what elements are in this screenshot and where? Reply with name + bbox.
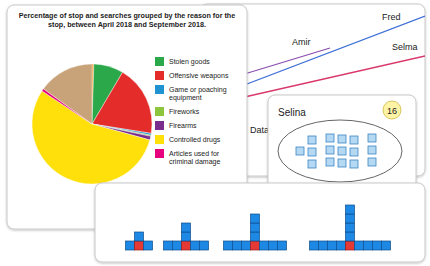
pattern-square <box>373 241 382 250</box>
line-label: Selma <box>392 42 418 52</box>
pattern-square <box>182 241 191 250</box>
set-member <box>338 159 346 167</box>
pie <box>32 64 152 184</box>
pattern-square <box>251 232 260 241</box>
pattern-square <box>310 241 319 250</box>
legend-label: Controlled drugs <box>169 136 221 144</box>
legend-label: Game or poachingequipment <box>169 86 227 102</box>
pattern-square <box>251 223 260 232</box>
pattern-square <box>242 241 251 250</box>
pattern-square <box>173 241 182 250</box>
set-ellipse <box>278 120 402 182</box>
pattern-square <box>337 241 346 250</box>
pattern-square <box>278 241 287 250</box>
card-background <box>95 183 425 262</box>
set-member <box>338 135 346 143</box>
pattern-square <box>346 223 355 232</box>
set-member <box>326 158 334 166</box>
pattern-square <box>346 241 355 250</box>
pattern-square <box>191 241 200 250</box>
legend-label: Firearms <box>169 122 197 129</box>
set-member <box>350 160 358 168</box>
chart-title: Percentage of stop and searches grouped … <box>19 11 235 29</box>
pattern-square <box>346 232 355 241</box>
set-member <box>368 146 376 154</box>
pattern-square <box>364 241 373 250</box>
pattern-square <box>260 241 269 250</box>
line-label: Amir <box>292 37 311 47</box>
count-badge <box>383 101 401 119</box>
legend: Stolen goods Offensive weapons Game or poa… <box>155 57 229 166</box>
line-label: Fred <box>382 12 401 22</box>
set-member <box>308 160 316 168</box>
count-label: 16 <box>387 106 397 116</box>
legend-swatch <box>155 135 164 144</box>
pattern-square <box>126 241 135 250</box>
legend-label: Stolen goods <box>169 58 210 66</box>
set-member <box>368 134 376 142</box>
pattern-square <box>346 205 355 214</box>
set-member <box>296 147 304 155</box>
pattern-square <box>164 241 173 250</box>
pattern <box>164 223 209 250</box>
pattern-square <box>269 241 278 250</box>
pattern-square <box>346 214 355 223</box>
pattern-square <box>328 241 337 250</box>
canvas: Amir Fred Selma Data Percentage of stop and … <box>0 0 430 266</box>
axis-label: Data <box>250 125 269 135</box>
legend-label: Offensive weapons <box>169 72 229 80</box>
legend-swatch <box>155 107 164 116</box>
pie-slice <box>92 72 152 133</box>
pattern-square <box>224 241 233 250</box>
pattern <box>126 232 153 250</box>
set-name: Selina <box>278 107 306 118</box>
legend-swatch <box>155 85 164 94</box>
set-member <box>338 147 346 155</box>
legend-swatch <box>155 57 164 66</box>
pattern-square <box>382 241 391 250</box>
set-member <box>350 136 358 144</box>
pattern <box>310 205 391 250</box>
pattern-square <box>135 232 144 241</box>
pattern-square <box>251 241 260 250</box>
legend-label: Articles used forcriminal damage <box>169 150 220 166</box>
pattern-square <box>200 241 209 250</box>
set-member <box>326 146 334 154</box>
pattern-square <box>182 232 191 241</box>
set-member <box>326 134 334 142</box>
legend-label: Fireworks <box>169 108 200 115</box>
pattern-square <box>355 241 364 250</box>
pattern-card <box>95 183 425 262</box>
legend-swatch <box>155 71 164 80</box>
pie-slice <box>43 64 92 124</box>
set-member <box>368 158 376 166</box>
pattern-square <box>144 241 153 250</box>
set-member <box>308 136 316 144</box>
set-member <box>350 148 358 156</box>
legend-swatch <box>155 121 164 130</box>
pattern-square <box>319 241 328 250</box>
set-member <box>308 148 316 156</box>
pattern-square <box>251 214 260 223</box>
pattern-square <box>182 223 191 232</box>
pattern-square <box>233 241 242 250</box>
pattern-square <box>135 241 144 250</box>
legend-swatch <box>155 149 164 158</box>
pattern <box>224 214 287 250</box>
